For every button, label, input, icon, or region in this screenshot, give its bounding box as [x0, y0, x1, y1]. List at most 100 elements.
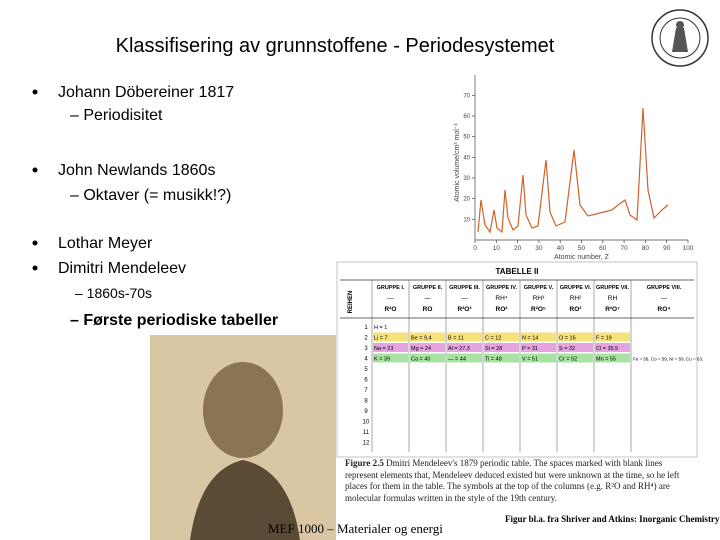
table-cell: K = 39: [374, 357, 390, 363]
graph-y-tick-label: 40: [463, 155, 470, 161]
graph-x-tick-label: 100: [683, 245, 694, 252]
graph-y-tick-label: 10: [463, 217, 470, 223]
table-cell: O = 16: [559, 336, 576, 342]
graph-x-tick-label: 0: [473, 245, 477, 252]
row-number: 11: [363, 430, 370, 436]
row-number: 5: [364, 367, 368, 373]
graph-y-tick-label: 20: [463, 197, 470, 203]
hydride-formula: —: [461, 295, 468, 302]
hydride-formula: RH²: [570, 295, 582, 302]
cell-bg: [521, 332, 556, 342]
table-cell: Al = 27,3: [448, 346, 470, 352]
group-header: GRUPPE VIII.: [647, 285, 682, 291]
group-header: GRUPPE VI.: [560, 285, 592, 291]
cell-bg: [447, 343, 482, 352]
table-cell: V = 51: [522, 357, 538, 363]
table-cell: P = 31: [522, 346, 538, 352]
sub-bullet: – Oktaver (= musikk!?): [70, 187, 231, 204]
table-cell: Fe = 56, Co = 59, Ni = 59, Cu = 63.: [633, 357, 703, 362]
bullet-text: Johann Döbereiner 1817: [58, 84, 234, 101]
cell-bg: [373, 343, 408, 352]
hydride-formula: RH³: [533, 295, 545, 302]
footer: MEF 1000 – Materialer og energi: [268, 521, 443, 536]
graph-curve: [477, 107, 669, 234]
oxide-formula: RO²: [496, 306, 509, 313]
cell-bg: [558, 353, 593, 363]
table-cell: Si = 28: [485, 346, 502, 352]
graph-y-tick-label: 50: [463, 135, 470, 141]
bullet-dot: [32, 89, 38, 95]
graph-x-tick-label: 90: [663, 245, 671, 252]
graph-y-tick-label: 30: [463, 176, 470, 182]
table-cell: B = 11: [448, 336, 464, 342]
oxide-formula: RO: [423, 306, 433, 313]
graph-x-tick-label: 30: [535, 245, 543, 252]
cell-bg: [484, 343, 519, 352]
cell-bg: [558, 332, 593, 342]
cell-bg: [484, 332, 519, 342]
cell-bg: [558, 343, 593, 352]
row-number: 7: [364, 388, 368, 394]
graph-x-tick-label: 50: [578, 245, 586, 252]
graph-y-label: Atomic volume/cm³ mol⁻¹: [454, 122, 461, 201]
table-cell: Li = 7: [374, 336, 388, 342]
slide-title: Klassifisering av grunnstoffene - Period…: [116, 35, 555, 57]
table-cell: F = 19: [596, 336, 612, 342]
graph-x-label: Atomic number, Z: [554, 254, 610, 261]
cell-bg: [410, 353, 445, 363]
hydride-formula: —: [661, 295, 668, 302]
graph-y-tick-label: 60: [463, 114, 470, 120]
group-header: GRUPPE IV.: [486, 285, 517, 291]
oxide-formula: R²O⁷: [605, 306, 620, 313]
hydride-formula: —: [387, 295, 394, 302]
group-header: GRUPPE VII.: [596, 285, 629, 291]
bullet-text: Lothar Meyer: [58, 235, 153, 252]
graph-x-tick-label: 60: [599, 245, 607, 252]
row-number: 10: [363, 420, 370, 426]
table-cell: N = 14: [522, 336, 538, 342]
caption-text: Dmitri Mendeleev's 1879 periodic table. …: [345, 458, 680, 503]
table-cell: Be = 9,4: [411, 336, 432, 342]
row-number: 4: [364, 357, 368, 363]
bullet-dot: [32, 167, 38, 173]
logo: [651, 9, 709, 67]
bullet-dot: [32, 265, 38, 271]
oxide-formula: RO⁴: [658, 306, 671, 313]
cell-bg: [447, 332, 482, 342]
row-number: 6: [364, 378, 368, 384]
row-number: 8: [364, 399, 368, 405]
cell-bg: [373, 332, 408, 342]
table-cell: H = 1: [374, 325, 387, 331]
row-number: 1: [364, 325, 368, 331]
hydride-formula: RH⁴: [495, 295, 507, 302]
row-number: 9: [364, 409, 368, 415]
cell-bg: [410, 343, 445, 352]
table-cell: Na = 23: [374, 346, 393, 352]
group-header: GRUPPE I.: [377, 285, 405, 291]
row-number: 2: [364, 336, 368, 342]
table-cell: Ti = 48: [485, 357, 502, 363]
table-cell: S = 32: [559, 346, 575, 352]
table-cell: Ca = 40: [411, 357, 430, 363]
graph-x-tick-label: 40: [557, 245, 565, 252]
table-title: TABELLE II: [496, 267, 539, 276]
cell-bg: [447, 353, 482, 363]
cell-bg: [484, 353, 519, 363]
sub-bullet: – Første periodiske tabeller: [70, 312, 278, 329]
row-number: 3: [364, 346, 368, 352]
table-cell: Cr = 52: [559, 357, 577, 363]
bullet-text: John Newlands 1860s: [58, 162, 215, 179]
table-cell: — = 44: [448, 357, 466, 363]
oxide-formula: R²O⁵: [531, 306, 546, 313]
cell-bg: [410, 332, 445, 342]
figure-caption: Figure 2.5 Dmitri Mendeleev's 1879 perio…: [345, 458, 695, 504]
portrait-head: [203, 362, 283, 458]
sub-bullet: – Periodisitet: [70, 107, 163, 124]
hydride-formula: RH: [608, 295, 618, 302]
group-header: GRUPPE III.: [449, 285, 480, 291]
graph-y-tick-label: 70: [463, 93, 470, 99]
group-header: GRUPPE V.: [524, 285, 554, 291]
rows-label: REIHEN: [348, 291, 354, 314]
